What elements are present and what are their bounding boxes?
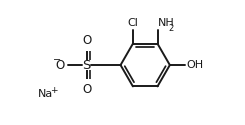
- Text: O: O: [55, 58, 64, 71]
- Text: S: S: [83, 58, 91, 71]
- Text: Cl: Cl: [127, 18, 138, 28]
- Text: Na: Na: [37, 89, 53, 99]
- Text: O: O: [82, 83, 91, 96]
- Text: OH: OH: [186, 60, 203, 70]
- Text: −: −: [53, 55, 61, 65]
- Text: O: O: [82, 34, 91, 47]
- Text: +: +: [50, 86, 57, 95]
- Text: 2: 2: [168, 24, 173, 33]
- Text: NH: NH: [158, 18, 174, 28]
